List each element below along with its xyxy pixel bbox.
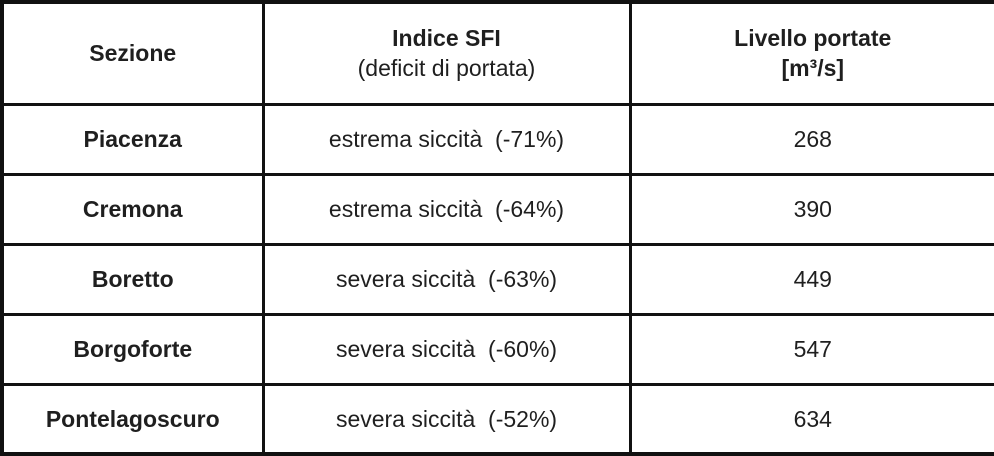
table-row: Cremona estrema siccità (-64%) 390 [2, 174, 994, 244]
table-row: Boretto severa siccità (-63%) 449 [2, 244, 994, 314]
cell-livello-portate: 547 [630, 314, 994, 384]
header-indice-sfi-subtitle: (deficit di portata) [265, 53, 629, 83]
cell-sezione: Cremona [2, 174, 263, 244]
header-sezione-title: Sezione [4, 38, 262, 68]
cell-livello-portate: 449 [630, 244, 994, 314]
cell-indice-sfi: severa siccità (-60%) [263, 314, 630, 384]
cell-sezione: Boretto [2, 244, 263, 314]
header-livello-portate-title: Livello portate [632, 23, 994, 53]
header-livello-portate: Livello portate [m³/s] [630, 2, 994, 104]
header-sezione: Sezione [2, 2, 263, 104]
cell-livello-portate: 268 [630, 104, 994, 174]
cell-livello-portate: 634 [630, 384, 994, 454]
table-row: Pontelagoscuro severa siccità (-52%) 634 [2, 384, 994, 454]
cell-sezione: Borgoforte [2, 314, 263, 384]
header-livello-portate-unit: [m³/s] [632, 53, 994, 83]
cell-livello-portate: 390 [630, 174, 994, 244]
table-row: Piacenza estrema siccità (-71%) 268 [2, 104, 994, 174]
header-row: Sezione Indice SFI (deficit di portata) … [2, 2, 994, 104]
cell-sezione: Piacenza [2, 104, 263, 174]
cell-sezione: Pontelagoscuro [2, 384, 263, 454]
table-row: Borgoforte severa siccità (-60%) 547 [2, 314, 994, 384]
header-indice-sfi-title: Indice SFI [265, 23, 629, 53]
cell-indice-sfi: severa siccità (-52%) [263, 384, 630, 454]
header-indice-sfi: Indice SFI (deficit di portata) [263, 2, 630, 104]
cell-indice-sfi: severa siccità (-63%) [263, 244, 630, 314]
cell-indice-sfi: estrema siccità (-71%) [263, 104, 630, 174]
cell-indice-sfi: estrema siccità (-64%) [263, 174, 630, 244]
